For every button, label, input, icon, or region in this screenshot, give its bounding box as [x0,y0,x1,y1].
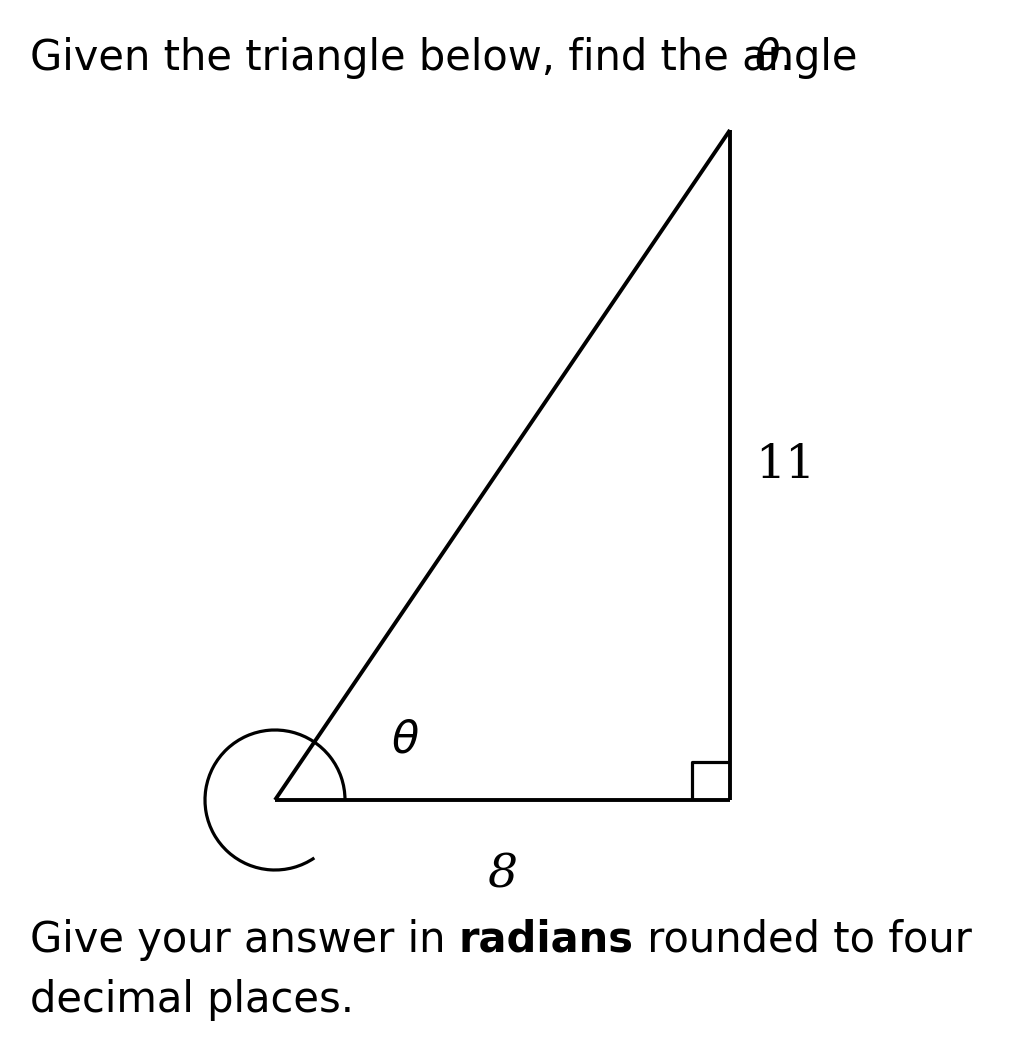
Text: 11: 11 [755,442,816,488]
Text: radians: radians [459,919,634,961]
Text: Given the triangle below, find the angle: Given the triangle below, find the angle [30,37,871,79]
Text: rounded to four: rounded to four [634,919,972,961]
Text: Give your answer in: Give your answer in [30,919,459,961]
Text: 8: 8 [487,853,517,898]
Text: $\theta$.: $\theta$. [754,37,790,79]
Text: decimal places.: decimal places. [30,979,354,1021]
Text: $\theta$: $\theta$ [390,719,419,762]
